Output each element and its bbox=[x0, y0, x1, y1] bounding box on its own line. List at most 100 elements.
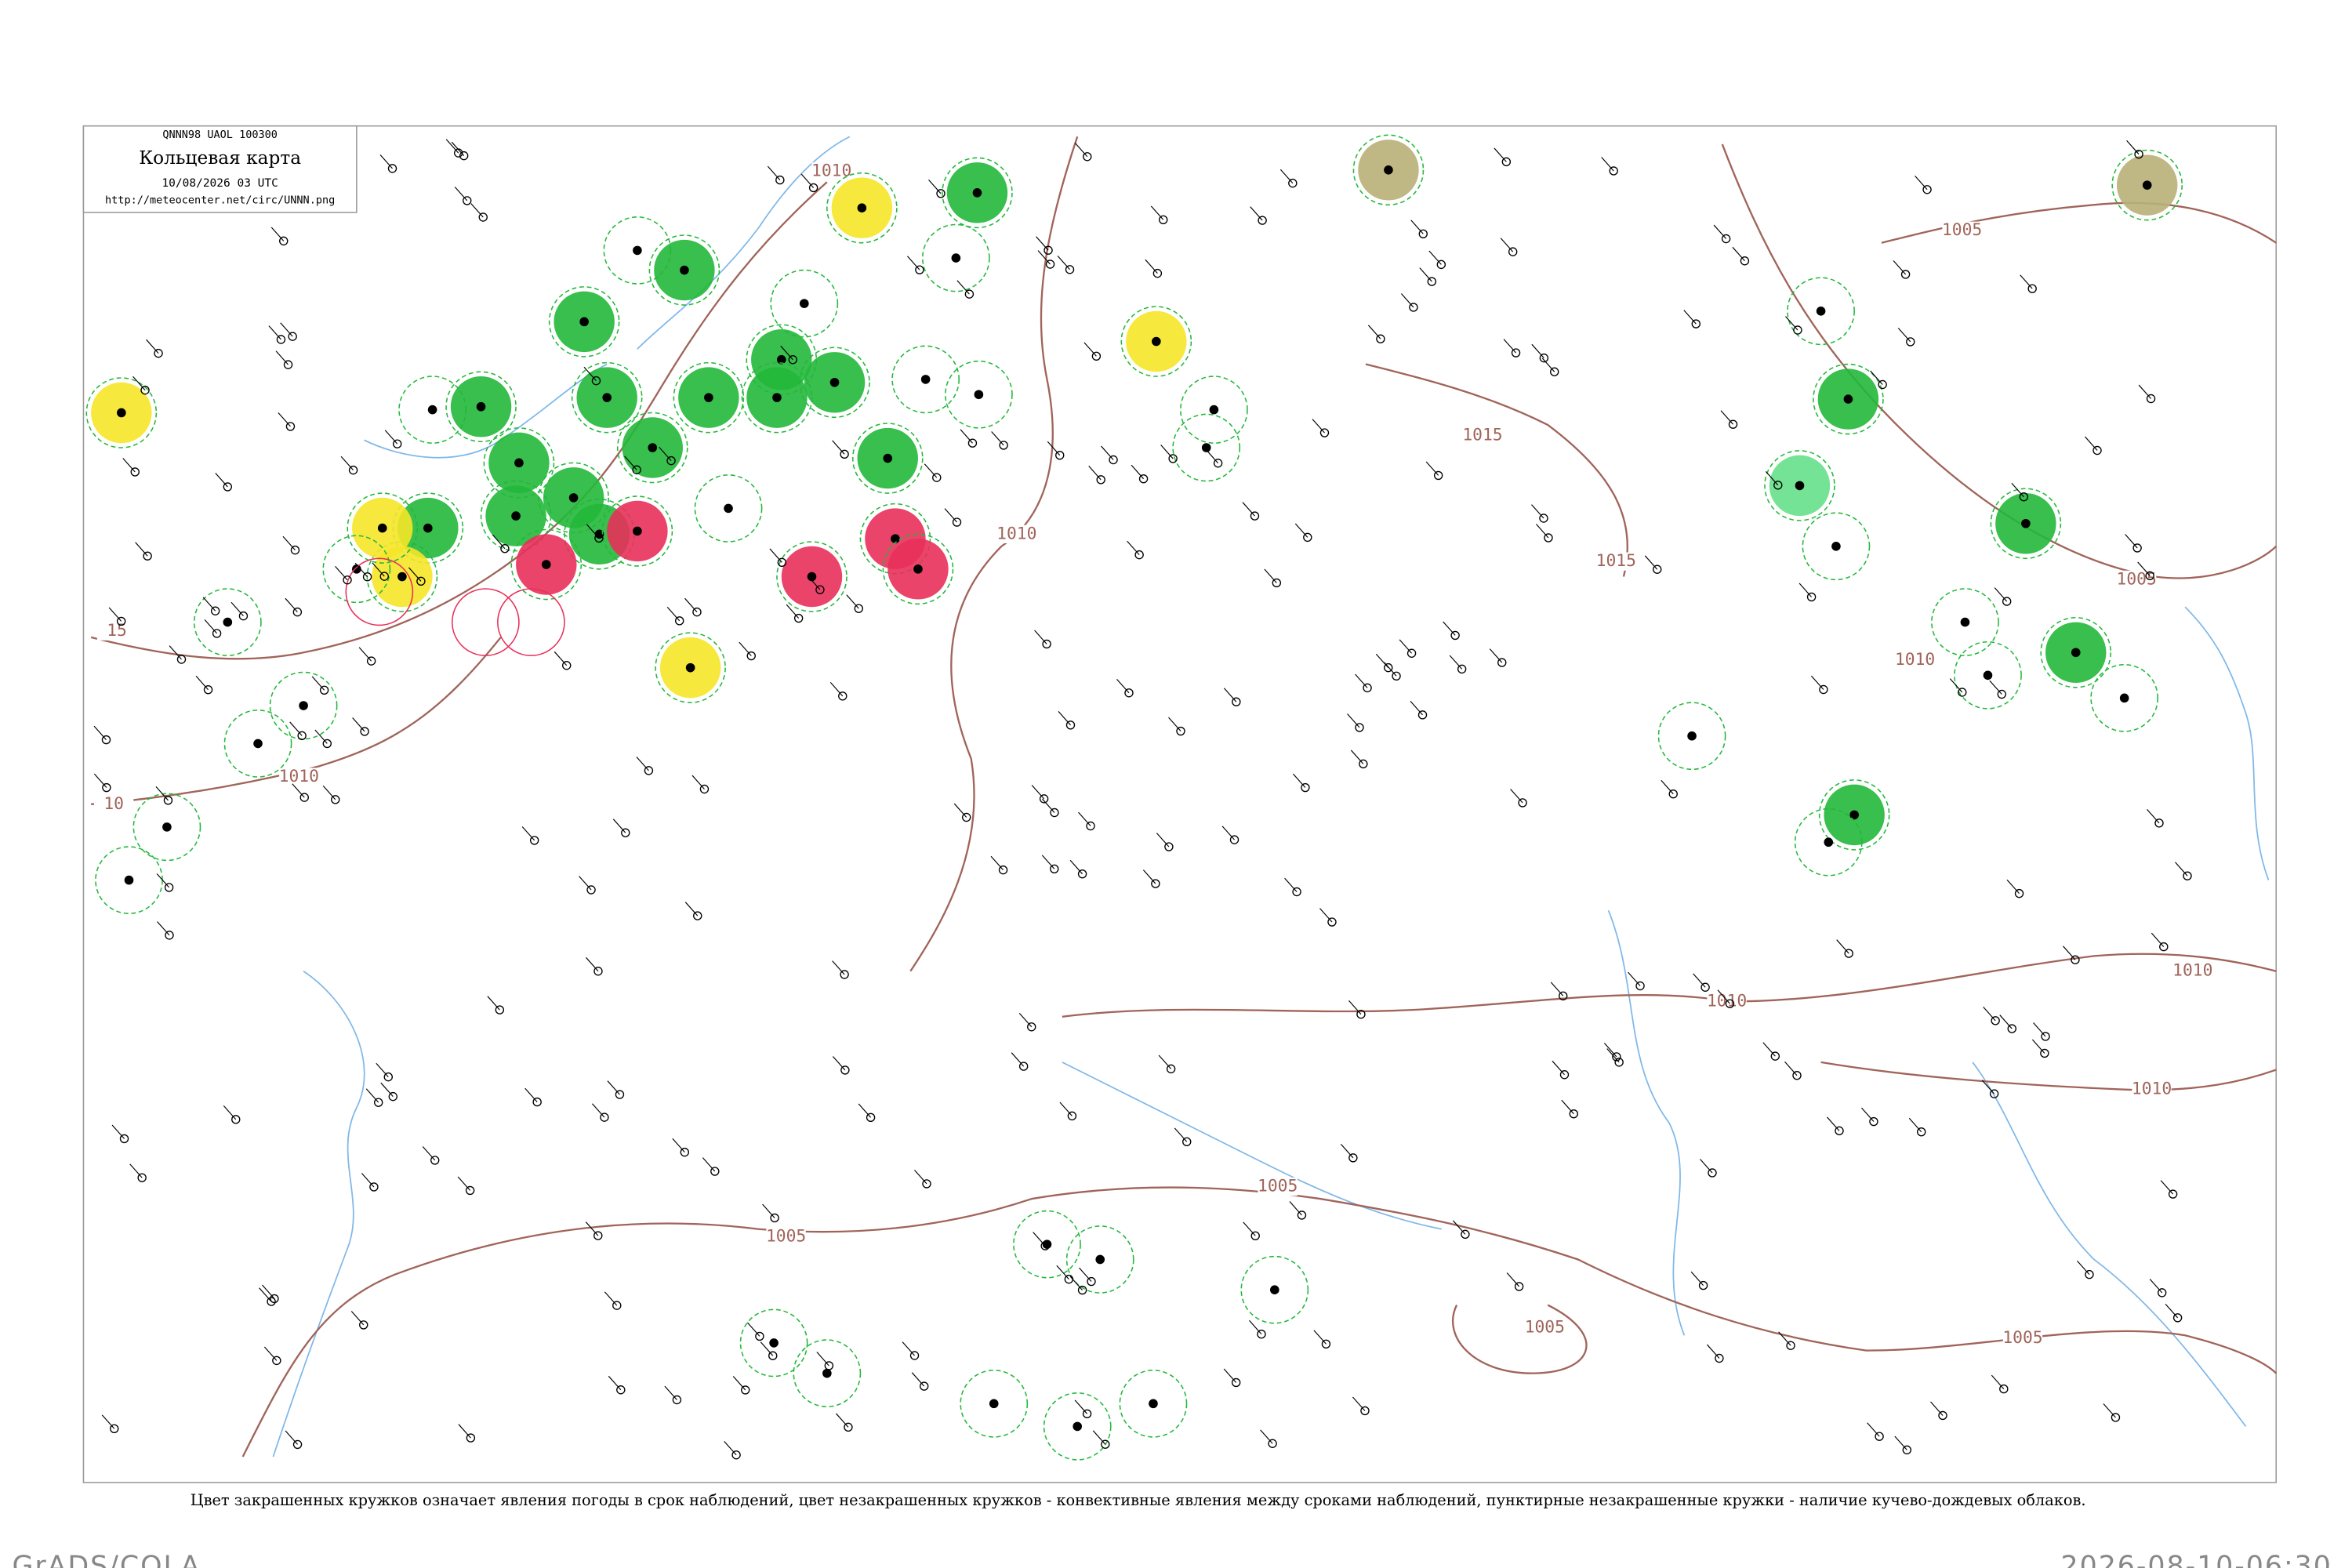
wind-barb bbox=[1319, 908, 1333, 923]
station-marker bbox=[362, 572, 372, 582]
wind-barb bbox=[157, 921, 170, 936]
wind-barb bbox=[1989, 680, 2002, 695]
station-marker bbox=[267, 1297, 276, 1306]
station-marker bbox=[430, 1156, 440, 1165]
wind-barb bbox=[1798, 583, 1813, 597]
station-marker bbox=[348, 465, 358, 475]
station-dot bbox=[776, 354, 786, 365]
station-cb-ring bbox=[603, 216, 672, 285]
wind-barb bbox=[1503, 339, 1516, 354]
wind-barb bbox=[2125, 534, 2138, 549]
station-marker bbox=[288, 332, 297, 341]
wind-barb bbox=[1836, 939, 1849, 954]
station-marker bbox=[463, 196, 472, 205]
wind-barb bbox=[1601, 157, 1614, 172]
wind-barb bbox=[1897, 328, 1911, 343]
station-marker bbox=[998, 865, 1008, 875]
wind-barb bbox=[1131, 464, 1145, 480]
station-dot bbox=[1149, 1399, 1158, 1409]
wind-barb bbox=[1861, 1107, 1875, 1122]
station-marker bbox=[359, 1320, 368, 1330]
wind-barb bbox=[832, 960, 845, 975]
station-ring bbox=[510, 528, 583, 601]
wind-barb bbox=[554, 651, 568, 666]
station-marker bbox=[1844, 949, 1853, 958]
isobar-label-bg bbox=[2172, 962, 2212, 981]
isobar-label: 1005 bbox=[1942, 220, 1982, 240]
wind-barb bbox=[953, 803, 967, 818]
station-marker bbox=[360, 727, 369, 736]
river bbox=[1972, 1062, 2247, 1427]
wind-barb bbox=[1500, 238, 1514, 252]
wind-barb bbox=[458, 1424, 471, 1439]
wind-barb bbox=[1908, 1117, 1922, 1133]
station-cb-ring bbox=[132, 793, 201, 862]
station-marker bbox=[2157, 1288, 2167, 1298]
station-marker bbox=[962, 812, 971, 822]
wind-barb bbox=[1101, 445, 1114, 460]
station-marker bbox=[616, 1385, 626, 1395]
wind-barb bbox=[724, 1440, 737, 1456]
station-marker bbox=[1042, 639, 1051, 649]
station-dot bbox=[724, 503, 733, 514]
station-marker bbox=[768, 1351, 778, 1360]
station-marker bbox=[1806, 592, 1817, 602]
station-marker bbox=[154, 348, 163, 358]
station-marker bbox=[1612, 1052, 1621, 1062]
wind-barb bbox=[408, 567, 422, 582]
wind-barb bbox=[314, 729, 328, 744]
station-marker bbox=[532, 1097, 542, 1107]
wind-barb bbox=[1058, 711, 1071, 726]
station-dot bbox=[1824, 837, 1834, 848]
wind-barb bbox=[1693, 973, 1706, 988]
isobar-label-bg bbox=[2002, 1329, 2043, 1348]
station-marker bbox=[1997, 689, 2006, 699]
station-marker bbox=[285, 422, 296, 431]
station-marker bbox=[495, 1005, 505, 1014]
station-marker bbox=[1938, 1410, 1947, 1421]
station-marker bbox=[1989, 1089, 1999, 1098]
wind-barb bbox=[524, 1087, 538, 1102]
wind-barb bbox=[579, 876, 592, 891]
wind-barb bbox=[1994, 587, 2008, 602]
station-ring bbox=[548, 286, 620, 358]
wind-barb bbox=[1561, 1099, 1574, 1115]
isobar-label: 1015 bbox=[1596, 551, 1636, 571]
station-ring bbox=[601, 495, 673, 567]
station-marker bbox=[283, 360, 293, 369]
station-marker bbox=[1691, 319, 1700, 328]
station-marker bbox=[478, 212, 488, 222]
wind-barb bbox=[1550, 982, 1564, 996]
wind-barb bbox=[1428, 250, 1442, 265]
station-marker bbox=[1792, 1071, 1802, 1080]
wind-barb bbox=[108, 607, 122, 622]
wind-barb bbox=[1999, 1014, 2013, 1029]
station-marker bbox=[666, 456, 676, 466]
station-marker bbox=[1376, 334, 1385, 343]
station-marker bbox=[1258, 216, 1267, 225]
wind-barb bbox=[1059, 1102, 1073, 1116]
station-marker bbox=[1708, 1168, 1717, 1178]
wind-barb bbox=[146, 339, 159, 354]
station-dot bbox=[1687, 731, 1697, 741]
station-marker bbox=[1501, 157, 1512, 167]
station-marker bbox=[1082, 1409, 1092, 1419]
station-marker bbox=[1213, 459, 1223, 468]
station-marker bbox=[366, 656, 376, 666]
wind-barb bbox=[451, 141, 465, 156]
wind-barb bbox=[365, 1088, 379, 1103]
wind-barb bbox=[1042, 798, 1055, 813]
station-marker bbox=[1635, 981, 1645, 991]
wind-barb bbox=[1158, 1054, 1172, 1069]
station-marker bbox=[1166, 1064, 1176, 1074]
wind-barb bbox=[672, 1138, 685, 1153]
wind-barb bbox=[1264, 568, 1277, 583]
station-marker bbox=[164, 883, 174, 892]
station-marker bbox=[2111, 1413, 2121, 1422]
station-marker bbox=[591, 376, 601, 386]
station-marker bbox=[1539, 353, 1549, 363]
wind-barb bbox=[1047, 441, 1061, 456]
wind-barb bbox=[1644, 555, 1658, 570]
wind-barb bbox=[832, 1056, 846, 1071]
wind-barb bbox=[1720, 410, 1733, 425]
